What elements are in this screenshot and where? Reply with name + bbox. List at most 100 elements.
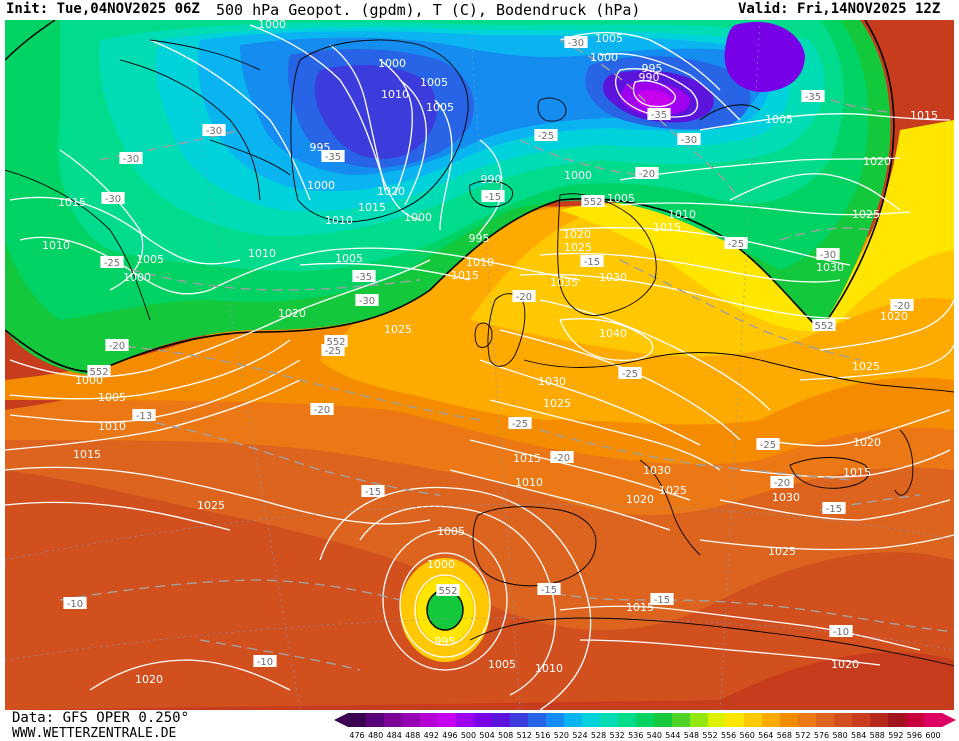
svg-text:-20: -20 [314,405,330,416]
pressure-label: 1005 [335,252,363,265]
pressure-label: 1020 [880,310,908,323]
pressure-label: 1020 [563,228,591,241]
svg-text:1010: 1010 [515,476,543,489]
europe-coast [523,352,954,393]
temperature-label: -20 [770,476,794,489]
pressure-label: 1025 [852,360,880,373]
map-title: 500 hPa Geopot. (gpdm), T (C), Bodendruc… [216,1,641,19]
svg-text:-35: -35 [651,110,667,121]
svg-text:1005: 1005 [765,113,793,126]
temperature-label: -25 [100,256,124,269]
svg-text:1025: 1025 [659,484,687,497]
pressure-label: 1020 [626,493,654,506]
pressure-label: 1005 [98,391,126,404]
svg-text:1030: 1030 [538,375,566,388]
pressure-label: 1030 [816,261,844,274]
svg-text:995: 995 [642,62,663,75]
colorbar-segment [690,713,709,727]
svg-text:1030: 1030 [772,491,800,504]
colorbar-tick-label: 548 [684,731,699,740]
svg-text:-20: -20 [516,292,532,303]
svg-text:1025: 1025 [564,241,592,254]
valid-time-label: Valid: Fri,14NOV2025 12Z [738,1,941,17]
svg-text:1000: 1000 [378,57,406,70]
colorbar-tick-label: 524 [572,731,587,740]
colorbar-tick-label: 564 [758,731,773,740]
svg-text:1020: 1020 [135,673,163,686]
svg-text:-25: -25 [538,131,554,142]
colorbar-segment [906,713,925,727]
colorbar-tick-label: 532 [609,731,624,740]
pressure-label: 1025 [564,241,592,254]
svg-text:1015: 1015 [358,201,386,214]
colorbar-segment [546,713,565,727]
pressure-label: 1020 [831,658,859,671]
geopotential-labels: 552 552 552 552 552 [87,195,836,597]
pressure-label: 1015 [358,201,386,214]
svg-text:-25: -25 [760,440,776,451]
svg-text:1030: 1030 [816,261,844,274]
svg-text:-13: -13 [136,411,152,422]
svg-text:-25: -25 [622,369,638,380]
temperature-label: -30 [816,248,840,261]
coastlines [5,39,954,667]
colorbar-tick-label: 568 [777,731,792,740]
colorbar-segment [402,713,421,727]
svg-text:-15: -15 [584,257,600,268]
svg-text:1015: 1015 [653,221,681,234]
pressure-label: 995 [469,232,490,245]
pressure-label: 1005 [488,658,516,671]
colorbar-segment [852,713,871,727]
svg-text:-30: -30 [820,250,836,261]
svg-text:1010: 1010 [325,214,353,227]
colorbar-tick-label: 536 [628,731,643,740]
colorbar-segment [654,713,673,727]
map-header: Init: Tue,04NOV2025 06Z 500 hPa Geopot. … [0,0,959,20]
temperature-label: -15 [481,190,505,203]
colorbar-tick-label: 508 [498,731,513,740]
temperature-label: -15 [537,583,561,596]
colorbar-segment [492,713,511,727]
geopotential-label: 552 [581,195,605,208]
colorbar-tick-label: 556 [721,731,736,740]
geopotential-label: 552 [87,365,111,378]
svg-text:1005: 1005 [420,76,448,89]
temperature-label: -30 [677,133,701,146]
colorbar-tick-label: 572 [795,731,810,740]
colorbar-segment [384,713,403,727]
temperature-label: -15 [650,593,674,606]
scandinavia-coast [557,193,657,316]
temperature-label: -30 [101,192,125,205]
svg-text:995: 995 [469,232,490,245]
colorbar-segment [762,713,781,727]
colorbar-segment [582,713,601,727]
svg-text:-20: -20 [639,169,655,180]
colorbar-segment [366,713,385,727]
svg-text:-35: -35 [805,92,821,103]
svg-text:1020: 1020 [278,307,306,320]
colorbar-tick-label: 576 [814,731,829,740]
svg-text:1025: 1025 [543,397,571,410]
svg-text:-30: -30 [206,126,222,137]
svg-text:1015: 1015 [626,601,654,614]
svg-text:1020: 1020 [880,310,908,323]
svg-text:1010: 1010 [248,247,276,260]
svg-text:1000: 1000 [75,374,103,387]
svg-text:552: 552 [814,321,833,332]
svg-text:995: 995 [435,635,456,648]
colorbar-tick-label: 480 [368,731,383,740]
temperature-label: -15 [361,485,385,498]
colorbar-segment [528,713,547,727]
svg-text:-20: -20 [554,453,570,464]
svg-text:1005: 1005 [595,32,623,45]
colorbar-segment [510,713,529,727]
pressure-label: 1000 [307,179,335,192]
colorbar-segment [726,713,745,727]
pressure-label: 1000 [123,271,151,284]
colorbar-tick-label: 512 [517,731,532,740]
colorbar-segment [924,713,943,727]
pressure-label: 1005 [765,113,793,126]
colorbar-segment [870,713,889,727]
svg-text:1010: 1010 [668,208,696,221]
temperature-labels: -30 -35 -35 -30 -30 -25 -35 -30 -20 -15 -30 -25 -30 -… [63,36,914,668]
